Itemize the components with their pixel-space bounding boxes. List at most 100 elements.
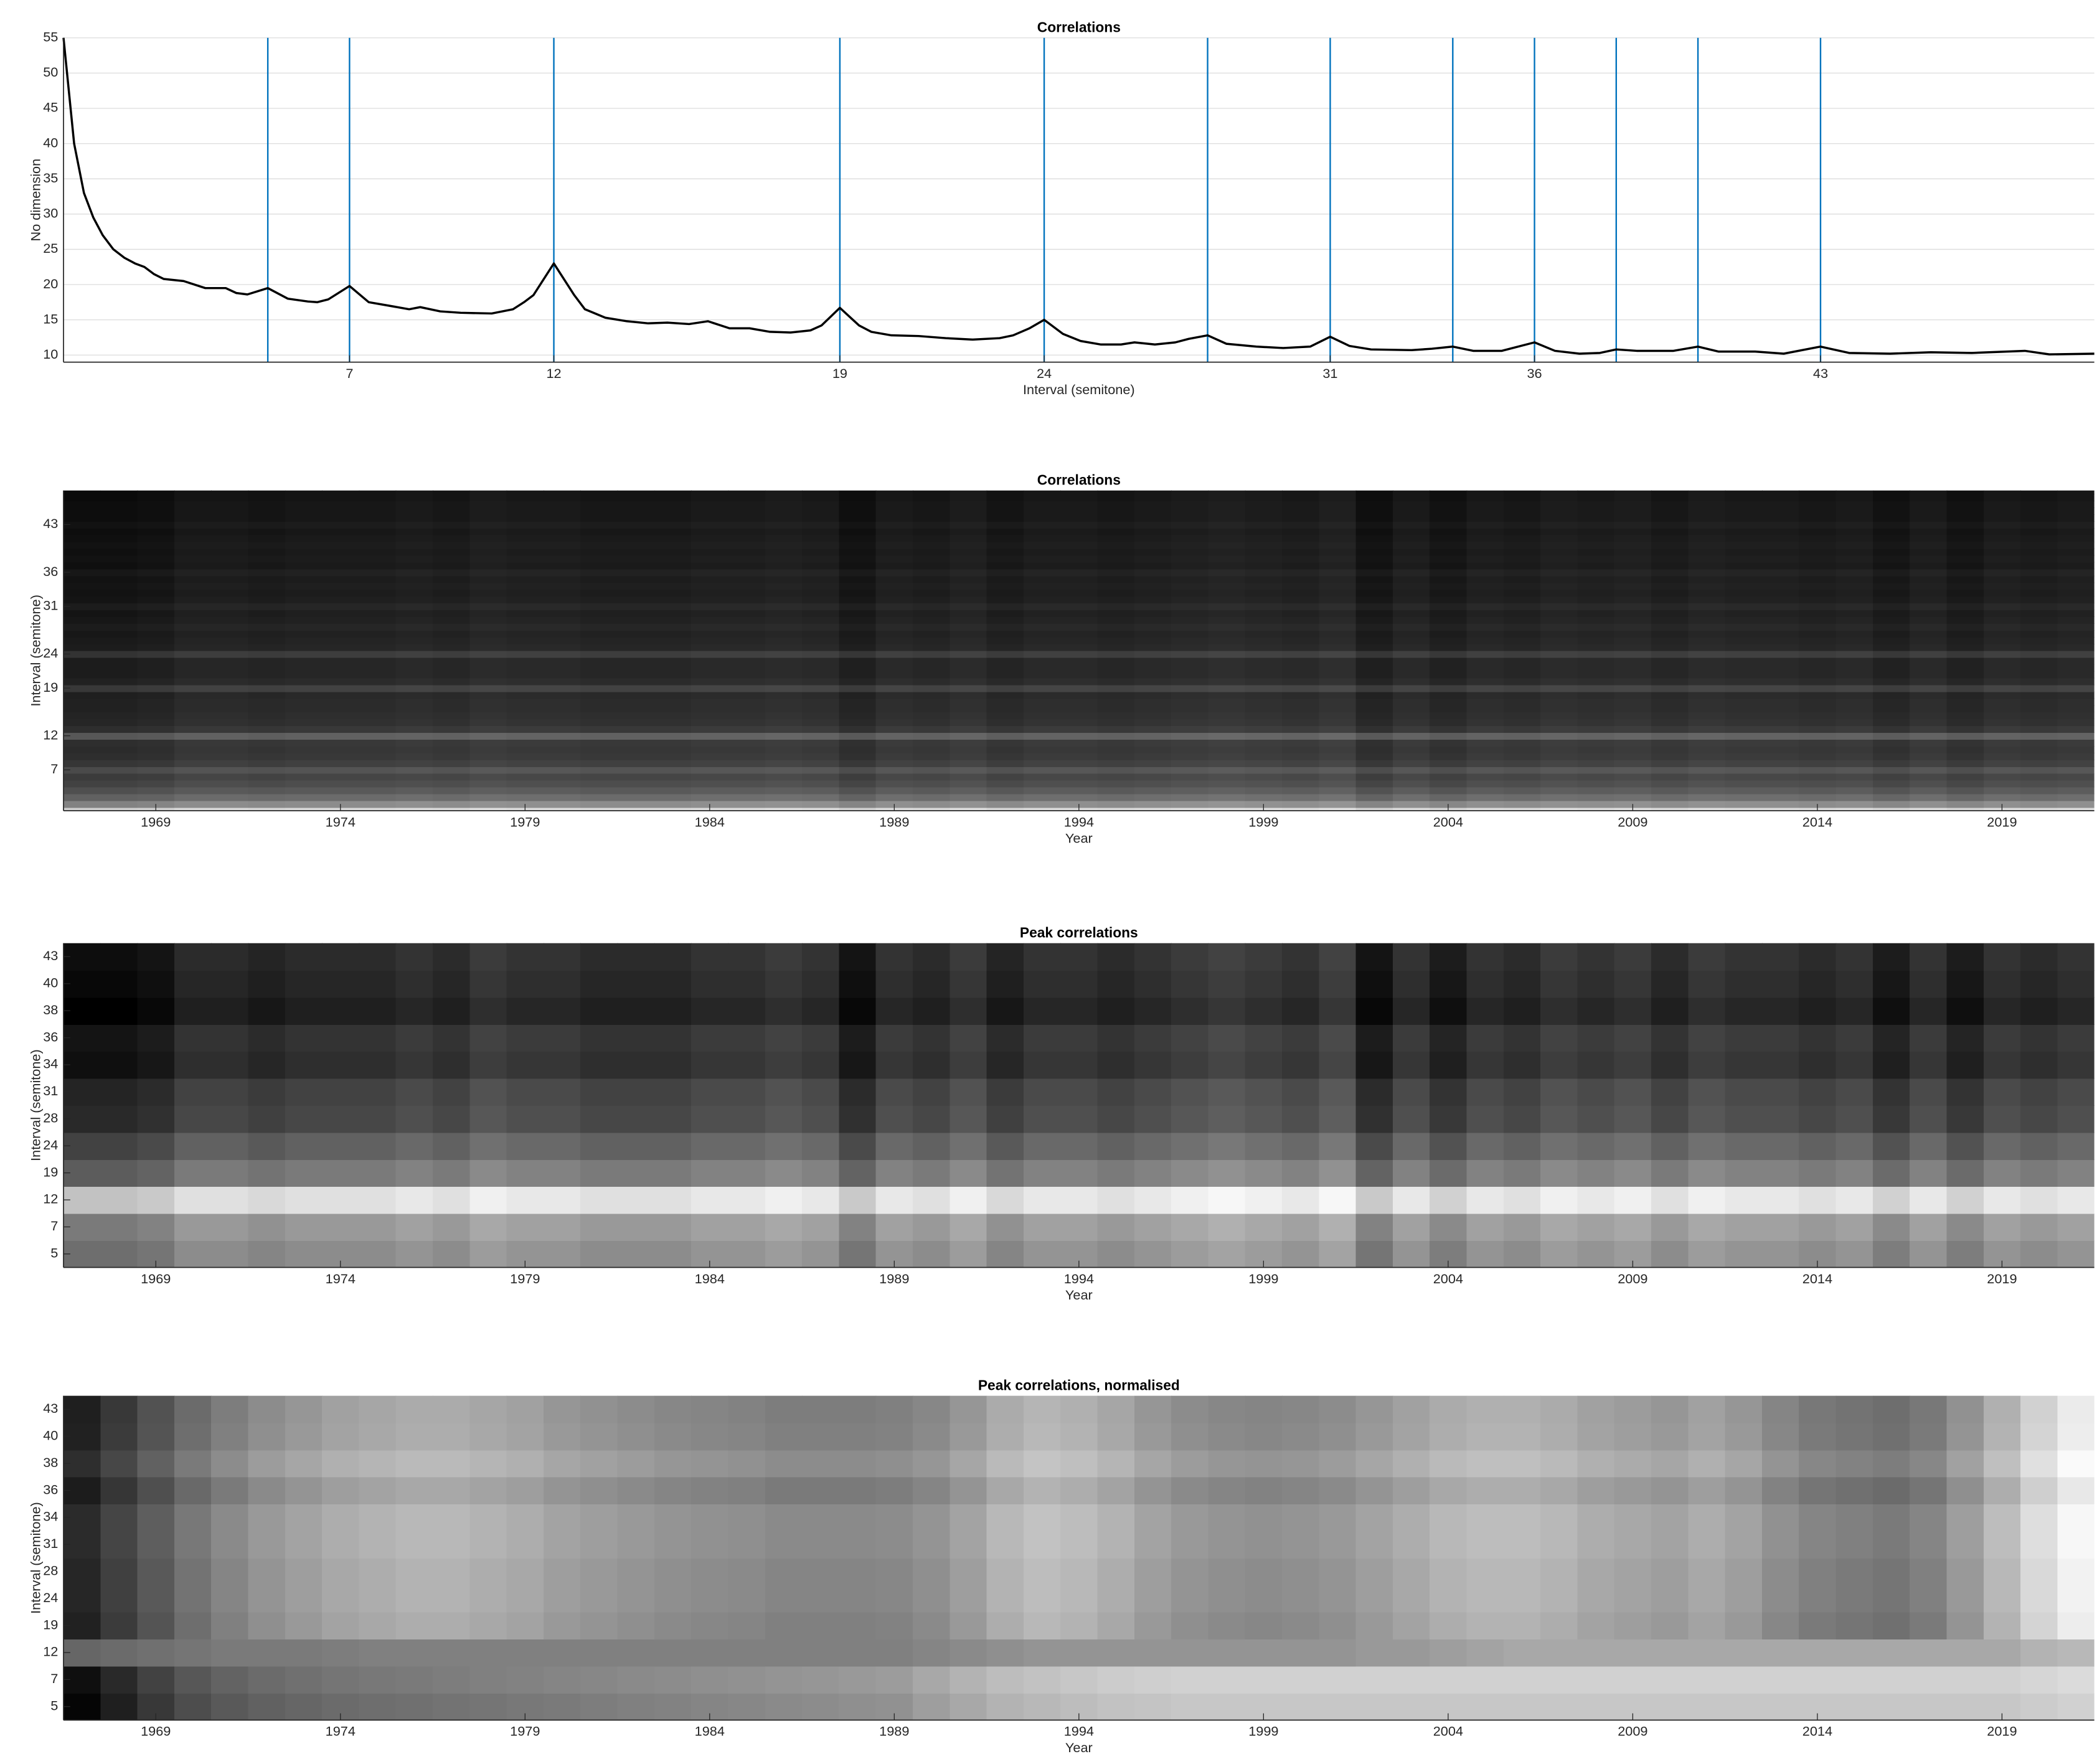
heat-cell bbox=[986, 705, 1024, 713]
heat-cell bbox=[765, 555, 803, 563]
heat-cell bbox=[802, 610, 840, 618]
y-tick-label: 12 bbox=[43, 1644, 58, 1659]
heat-cell bbox=[1725, 1395, 1763, 1423]
heat-cell bbox=[100, 562, 138, 570]
heat-cell bbox=[1540, 1132, 1578, 1160]
heat-cell bbox=[802, 650, 840, 658]
heat-cell bbox=[1872, 684, 1911, 692]
heat-cell bbox=[359, 1024, 397, 1052]
heat-cell bbox=[1872, 759, 1911, 767]
heat-cell bbox=[1355, 568, 1393, 577]
heat-cell bbox=[1872, 739, 1911, 747]
heat-cell bbox=[1946, 753, 1984, 760]
heat-cell bbox=[174, 1693, 212, 1720]
heat-cell bbox=[1577, 1186, 1615, 1214]
heat-cell bbox=[248, 630, 286, 638]
heat-cell bbox=[950, 753, 987, 760]
heat-cell bbox=[211, 684, 249, 692]
heat-cell bbox=[1171, 1504, 1209, 1532]
heat-cell bbox=[285, 705, 323, 713]
heat-cell bbox=[1503, 568, 1541, 577]
heat-cell bbox=[1097, 589, 1135, 597]
heat-cell bbox=[1466, 589, 1504, 597]
heat-cell bbox=[433, 1213, 471, 1241]
heat-cell bbox=[1097, 1585, 1135, 1613]
heat-cell bbox=[285, 800, 323, 808]
heat-cell bbox=[765, 1504, 803, 1532]
heat-cell bbox=[1245, 1450, 1283, 1478]
heat-cell bbox=[248, 527, 286, 535]
heat-cell bbox=[469, 684, 507, 692]
heat-cell bbox=[1725, 1639, 1763, 1667]
heat-cell bbox=[433, 555, 471, 563]
heat-cell bbox=[691, 1395, 729, 1423]
heat-cell bbox=[617, 1585, 655, 1613]
heat-cell bbox=[1540, 636, 1578, 644]
heat-cell bbox=[1983, 746, 2021, 753]
heat-cell bbox=[950, 501, 987, 508]
heat-cell bbox=[1319, 677, 1357, 686]
heat-cell bbox=[285, 773, 323, 781]
heat-cell bbox=[765, 596, 803, 604]
heat-cell bbox=[506, 739, 544, 747]
heat-cell bbox=[1319, 1693, 1357, 1720]
heat-cell bbox=[1872, 643, 1911, 651]
heat-cell bbox=[433, 1558, 471, 1586]
heat-cell bbox=[950, 705, 987, 713]
heat-cell bbox=[1392, 725, 1431, 733]
heat-cell bbox=[1392, 793, 1431, 801]
heat-cell bbox=[654, 610, 692, 618]
heat-cell bbox=[691, 705, 729, 713]
heat-cell bbox=[728, 1240, 766, 1268]
heat-cell bbox=[1983, 705, 2021, 713]
heat-cell bbox=[1134, 1186, 1172, 1214]
heat-cell bbox=[1060, 793, 1098, 801]
heat-cell bbox=[1946, 698, 1984, 706]
heat-cell bbox=[1946, 746, 1984, 753]
heat-cell bbox=[285, 970, 323, 998]
heat-cell bbox=[654, 1105, 692, 1133]
heat-cell bbox=[359, 1450, 397, 1478]
heat-cell bbox=[1835, 534, 1873, 542]
heat-cell bbox=[1023, 766, 1062, 774]
heat-cell bbox=[617, 997, 655, 1025]
y-tick-label: 34 bbox=[43, 1509, 58, 1524]
heat-cell bbox=[691, 664, 729, 672]
heat-cell bbox=[1688, 773, 1726, 781]
heat-cell bbox=[1060, 1159, 1098, 1187]
heat-cell bbox=[1614, 596, 1652, 604]
heat-cell bbox=[1872, 671, 1911, 679]
heat-cell bbox=[1097, 739, 1135, 747]
heat-cell bbox=[1688, 725, 1726, 733]
heat-cell bbox=[1872, 1693, 1911, 1720]
heat-cell bbox=[1060, 1666, 1098, 1694]
heat-cell bbox=[617, 753, 655, 760]
heat-cell bbox=[1392, 589, 1431, 597]
heat-cell bbox=[322, 1476, 360, 1505]
heat-cell bbox=[1983, 780, 2021, 788]
heat-cell bbox=[63, 793, 101, 801]
heat-cell bbox=[1946, 712, 1984, 720]
heat-cell bbox=[137, 793, 175, 801]
heat-cell bbox=[1983, 1051, 2021, 1079]
heat-cell bbox=[1651, 548, 1689, 556]
heat-cell bbox=[1761, 684, 1800, 692]
heat-cell bbox=[2020, 725, 2058, 733]
heat-cell bbox=[2020, 541, 2058, 549]
heat-cell bbox=[174, 527, 212, 535]
heat-cell bbox=[1799, 732, 1837, 740]
heat-cell bbox=[765, 521, 803, 529]
heat-cell bbox=[1023, 541, 1062, 549]
heat-cell bbox=[1910, 541, 1948, 549]
heat-cell bbox=[1577, 1558, 1615, 1586]
heat-cell bbox=[950, 1159, 987, 1187]
heat-cell bbox=[875, 589, 913, 597]
heat-cell bbox=[1430, 568, 1468, 577]
heat-cell bbox=[395, 643, 433, 651]
heat-cell bbox=[248, 1639, 286, 1667]
heat-cell bbox=[543, 1186, 582, 1214]
heat-cell bbox=[1725, 616, 1763, 624]
heat-cell bbox=[1946, 684, 1984, 692]
heat-cell bbox=[174, 1639, 212, 1667]
heat-cell bbox=[1319, 807, 1357, 811]
